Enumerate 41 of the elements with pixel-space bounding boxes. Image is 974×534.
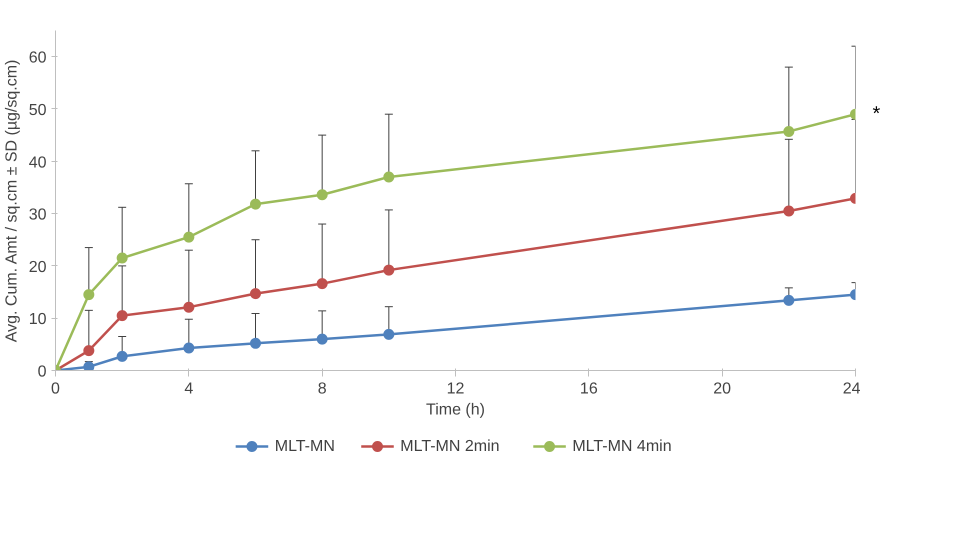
y-tick-label: 10 — [28, 311, 47, 328]
y-tick-label: 50 — [28, 102, 47, 119]
point — [250, 198, 261, 210]
text: * — [872, 103, 880, 126]
legend-label: MLT-MN 2min — [400, 438, 500, 455]
x-tick-label: 4 — [184, 380, 194, 398]
x-tick-label: 12 — [446, 380, 464, 398]
point — [783, 205, 794, 216]
y-tick-label: 60 — [28, 50, 47, 67]
x-tick-label: 8 — [318, 380, 327, 398]
point — [116, 310, 128, 322]
point — [83, 361, 94, 370]
x-tick-label: 24 — [842, 380, 861, 398]
point — [316, 189, 328, 200]
point — [316, 278, 328, 290]
x-tick-label: 16 — [580, 380, 598, 398]
point — [116, 252, 128, 264]
x-tick-label: 0 — [51, 380, 60, 398]
point — [383, 264, 394, 276]
y-tick-label: 40 — [28, 154, 47, 172]
y-axis-title: Avg. Cum. Amt / sq.cm ± SD (µg/sq.cm) — [4, 60, 21, 342]
point — [250, 338, 261, 349]
x-axis-title: Time (h) — [426, 402, 485, 418]
y-tick-label: 30 — [28, 206, 47, 224]
point — [783, 294, 794, 306]
legend-label: MLT-MN — [274, 438, 335, 455]
point — [783, 126, 794, 137]
point — [183, 342, 194, 354]
point — [250, 288, 261, 300]
point — [116, 350, 128, 362]
point — [383, 171, 394, 182]
point — [183, 302, 194, 313]
y-tick-label: 0 — [38, 364, 47, 380]
point — [316, 334, 328, 345]
point — [83, 345, 94, 356]
y-tick-label: 20 — [28, 258, 47, 276]
legend-label: MLT-MN 4min — [572, 438, 672, 455]
point — [383, 328, 394, 340]
point — [83, 289, 94, 300]
x-tick-label: 20 — [713, 380, 732, 398]
point — [183, 232, 194, 243]
